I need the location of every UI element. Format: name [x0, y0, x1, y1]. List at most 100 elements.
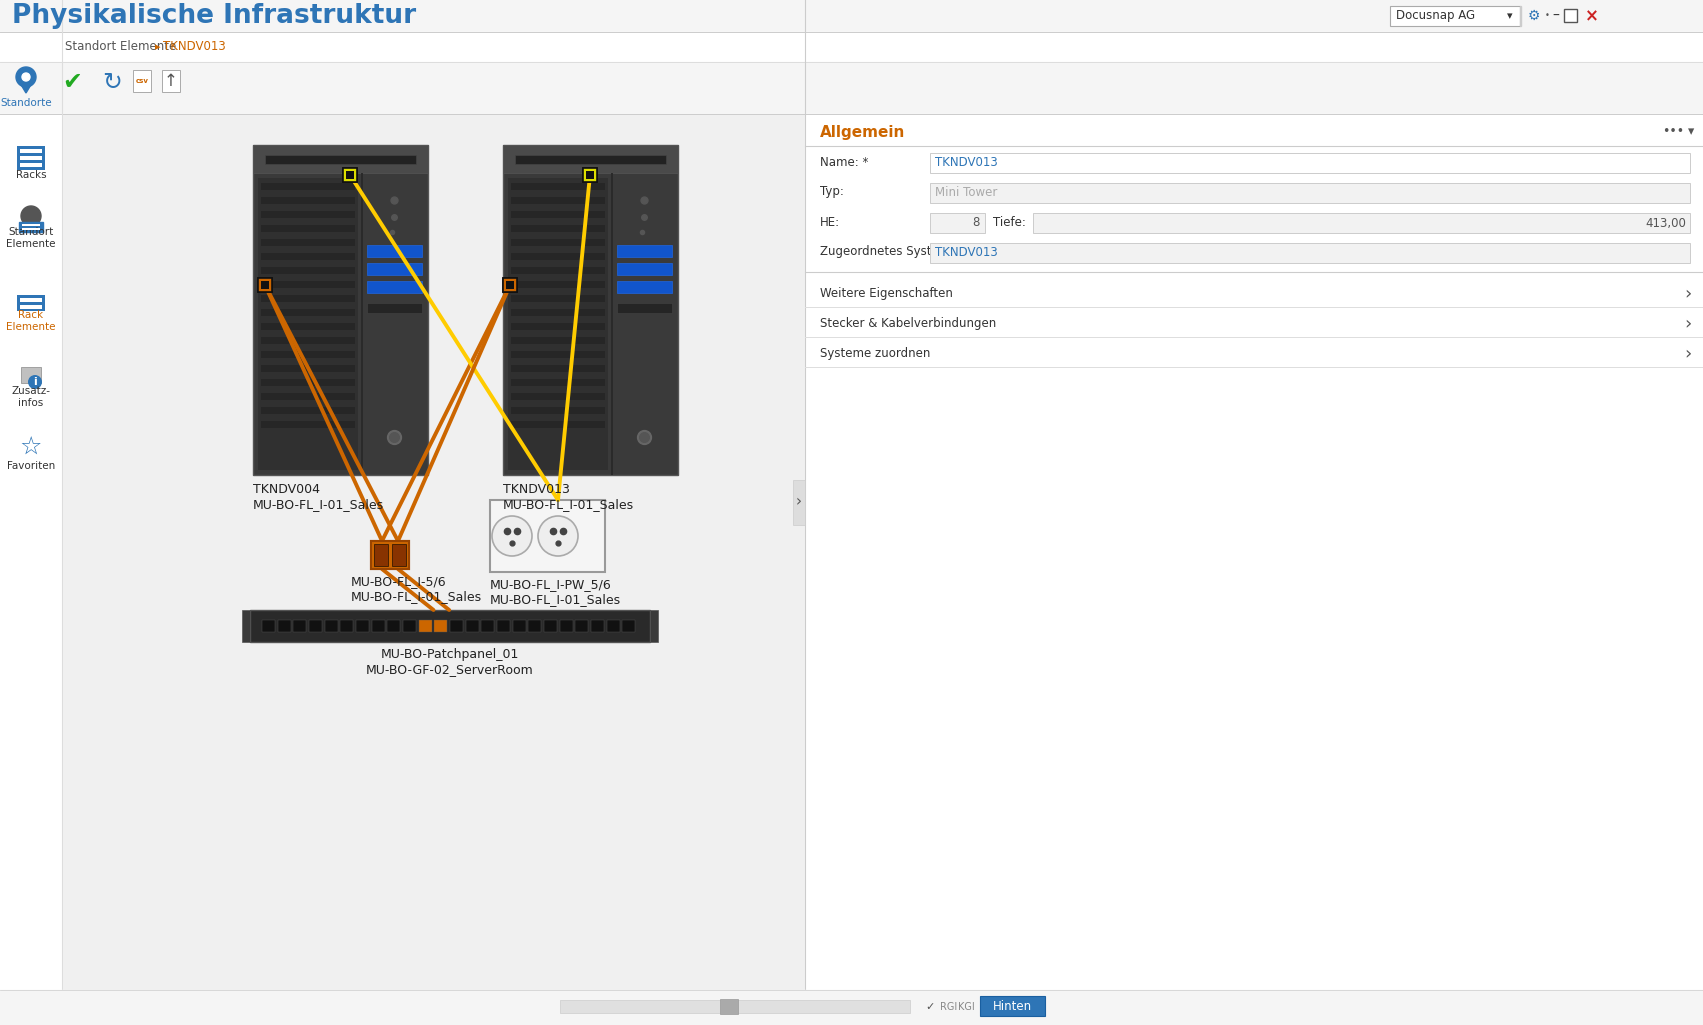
Bar: [511, 393, 605, 400]
Bar: [278, 620, 291, 632]
Bar: [261, 309, 354, 316]
Bar: [261, 295, 354, 302]
Bar: [930, 213, 984, 233]
Bar: [511, 309, 605, 316]
Bar: [257, 278, 272, 292]
Bar: [582, 168, 598, 182]
Text: Hinten: Hinten: [993, 999, 1032, 1013]
Text: •••: •••: [1662, 125, 1684, 138]
Bar: [979, 996, 1046, 1016]
Bar: [257, 278, 272, 292]
Bar: [17, 146, 44, 170]
Bar: [511, 211, 605, 218]
Text: ▾: ▾: [1507, 11, 1512, 20]
Bar: [20, 149, 43, 153]
Bar: [511, 226, 605, 232]
Bar: [261, 281, 354, 288]
Circle shape: [538, 516, 577, 556]
Bar: [591, 620, 605, 632]
Text: Physikalische Infrastruktur: Physikalische Infrastruktur: [12, 3, 416, 29]
Bar: [261, 239, 354, 246]
Bar: [371, 620, 385, 632]
Text: –: –: [1551, 9, 1558, 23]
Bar: [502, 278, 518, 292]
Bar: [261, 379, 354, 386]
Bar: [514, 155, 666, 164]
Bar: [20, 298, 43, 302]
Text: RGI: RGI: [940, 1002, 957, 1012]
Bar: [930, 153, 1689, 173]
Bar: [261, 421, 354, 428]
Bar: [528, 620, 542, 632]
Bar: [261, 211, 354, 218]
Bar: [261, 226, 354, 232]
Bar: [368, 303, 422, 313]
Text: TKNDV013
MU-BO-FL_I-01_Sales: TKNDV013 MU-BO-FL_I-01_Sales: [502, 483, 634, 511]
Bar: [22, 224, 39, 226]
Text: ✓: ✓: [925, 1002, 935, 1012]
Bar: [586, 171, 594, 179]
Bar: [261, 253, 354, 260]
Bar: [560, 1000, 909, 1013]
Text: ›: ›: [1684, 345, 1691, 363]
Bar: [543, 620, 557, 632]
Bar: [261, 337, 354, 344]
Bar: [511, 365, 605, 372]
Text: TKNDV013: TKNDV013: [935, 157, 998, 169]
Bar: [511, 197, 605, 204]
Bar: [250, 610, 651, 642]
Bar: [404, 620, 416, 632]
Bar: [368, 281, 422, 293]
Text: 8: 8: [972, 216, 979, 230]
Bar: [513, 620, 526, 632]
Bar: [511, 295, 605, 302]
Bar: [133, 70, 152, 92]
Bar: [261, 266, 354, 274]
Bar: [0, 0, 1703, 32]
Bar: [511, 407, 605, 414]
Text: csv: csv: [136, 78, 148, 84]
Bar: [0, 114, 61, 1025]
Bar: [720, 999, 737, 1014]
Bar: [511, 183, 605, 190]
Text: Favoriten: Favoriten: [7, 461, 54, 472]
Bar: [371, 541, 409, 569]
Bar: [560, 620, 572, 632]
Text: ›: ›: [795, 494, 802, 509]
Bar: [606, 620, 620, 632]
Bar: [434, 620, 448, 632]
Text: ▸: ▸: [155, 42, 160, 52]
Bar: [611, 173, 613, 475]
Bar: [1563, 9, 1577, 22]
Bar: [261, 407, 354, 414]
Text: Stecker & Kabelverbindungen: Stecker & Kabelverbindungen: [821, 318, 996, 330]
Text: ↑: ↑: [163, 72, 177, 90]
Bar: [346, 171, 354, 179]
Text: Weitere Eigenschaften: Weitere Eigenschaften: [821, 287, 954, 300]
Text: Standort Elemente: Standort Elemente: [65, 41, 175, 53]
Bar: [482, 620, 494, 632]
Bar: [61, 114, 806, 990]
Text: MU-BO-Patchpanel_01
MU-BO-GF-02_ServerRoom: MU-BO-Patchpanel_01 MU-BO-GF-02_ServerRo…: [366, 648, 533, 676]
Bar: [506, 281, 514, 289]
Bar: [375, 544, 388, 566]
Bar: [342, 168, 358, 182]
Text: ⚙: ⚙: [1528, 9, 1541, 23]
Bar: [507, 178, 608, 470]
Bar: [511, 266, 605, 274]
Bar: [19, 222, 43, 232]
Bar: [261, 323, 354, 330]
Bar: [20, 367, 41, 383]
Bar: [361, 173, 363, 475]
Bar: [392, 544, 405, 566]
Bar: [511, 379, 605, 386]
Text: Systeme zuordnen: Systeme zuordnen: [821, 347, 930, 361]
Bar: [806, 114, 1703, 990]
Bar: [346, 171, 354, 179]
Bar: [1034, 213, 1689, 233]
Circle shape: [27, 375, 43, 390]
Bar: [261, 351, 354, 358]
Bar: [616, 245, 673, 257]
Text: Tiefe:: Tiefe:: [993, 216, 1025, 230]
Bar: [622, 620, 635, 632]
